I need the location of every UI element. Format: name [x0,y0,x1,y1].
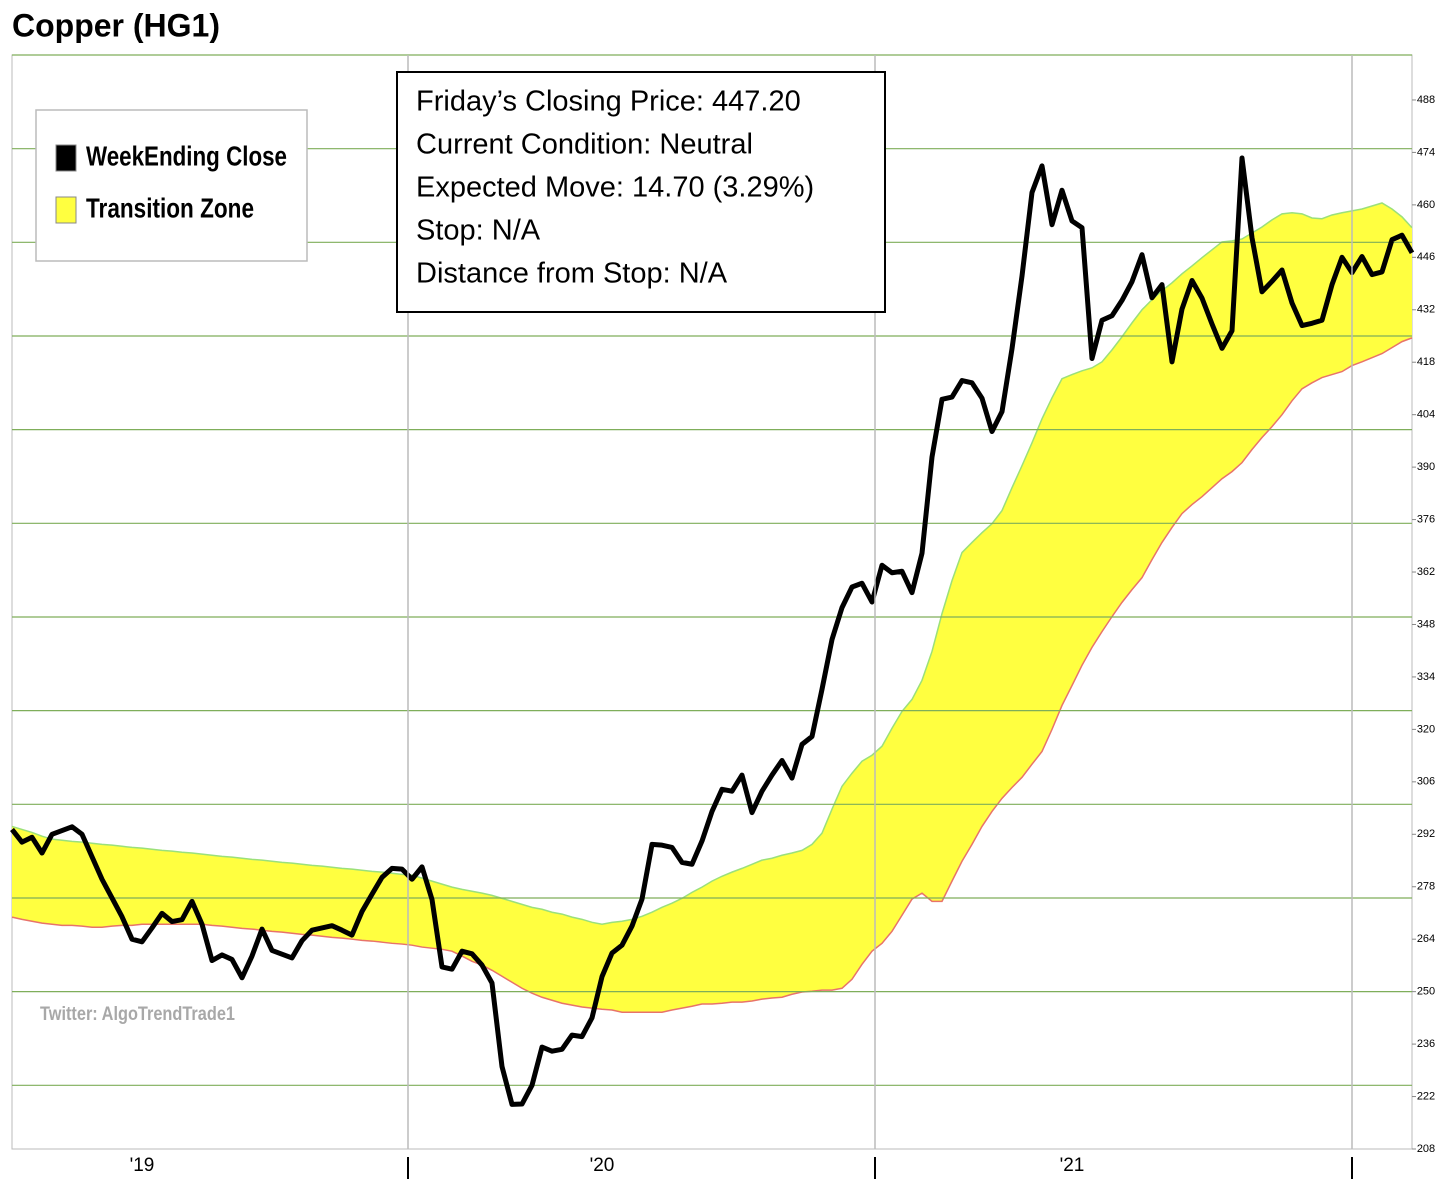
y-tick-label: 334 [1417,671,1435,683]
y-tick-label: 208 [1417,1143,1435,1155]
info-line: Friday’s Closing Price: 447.20 [416,86,801,118]
info-frame [396,71,886,313]
watermark: Twitter: AlgoTrendTrade1 [40,1004,235,1025]
y-tick-label: 236 [1417,1038,1435,1050]
y-tick-label: 264 [1417,933,1435,945]
band-upper [11,202,1413,925]
y-tick-label: 390 [1417,461,1435,473]
x-tick-label: '19 [130,1155,155,1176]
y-tick-label: 292 [1417,828,1435,840]
y-tick-label: 432 [1417,304,1435,316]
y-tick-label: 446 [1417,251,1435,263]
x-tick-label: '21 [1060,1155,1085,1176]
y-tick-label: 250 [1417,986,1435,998]
info-line: Current Condition: Neutral [416,129,753,161]
info-line: Stop: N/A [416,215,541,247]
x-tick-label: '20 [590,1155,615,1176]
y-tick-label: 418 [1417,356,1435,368]
transition-zone [12,202,1412,1013]
chart-title: Copper (HG1) [12,7,220,43]
y-tick-label: 320 [1417,723,1435,735]
y-tick-label: 348 [1417,618,1435,630]
y-tick-label: 460 [1417,199,1435,211]
info-box: Friday’s Closing Price: 447.20 Current Co… [396,71,886,313]
y-tick-label: 306 [1417,776,1435,788]
band-lower [11,337,1413,1013]
y-tick-label: 278 [1417,881,1435,893]
legend-box [35,109,308,262]
y-tick-label: 376 [1417,513,1435,525]
y-tick-label: 488 [1417,94,1435,106]
legend: WeekEnding Close Transition Zone [35,109,308,262]
close-line [10,155,1415,1107]
info-line: Distance from Stop: N/A [416,258,728,290]
legend-label: WeekEnding Close [86,140,287,171]
y-tick-label: 362 [1417,566,1435,578]
legend-swatch [55,144,77,172]
y-tick-label: 404 [1417,409,1435,421]
legend-label: Transition Zone [86,192,254,223]
y-tick-label: 222 [1417,1090,1435,1102]
y-tick-label: 474 [1417,146,1435,158]
info-line: Expected Move: 14.70 (3.29%) [416,172,814,204]
legend-swatch [55,196,77,224]
